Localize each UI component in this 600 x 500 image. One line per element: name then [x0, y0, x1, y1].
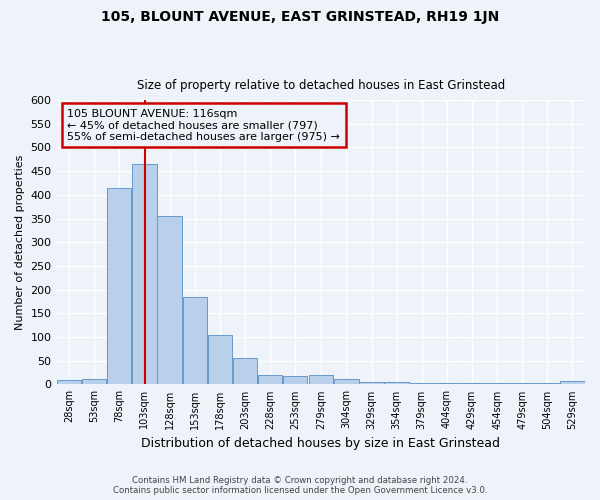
- Bar: [334, 378, 359, 384]
- Y-axis label: Number of detached properties: Number of detached properties: [15, 154, 25, 330]
- Bar: [258, 375, 282, 384]
- Bar: [309, 375, 334, 384]
- Bar: [107, 188, 131, 384]
- Bar: [182, 297, 207, 384]
- Bar: [233, 358, 257, 384]
- Bar: [359, 382, 383, 384]
- Bar: [208, 334, 232, 384]
- Bar: [157, 216, 182, 384]
- Bar: [57, 380, 81, 384]
- Title: Size of property relative to detached houses in East Grinstead: Size of property relative to detached ho…: [137, 79, 505, 92]
- Bar: [283, 376, 307, 384]
- Text: 105, BLOUNT AVENUE, EAST GRINSTEAD, RH19 1JN: 105, BLOUNT AVENUE, EAST GRINSTEAD, RH19…: [101, 10, 499, 24]
- Bar: [132, 164, 157, 384]
- Bar: [410, 383, 434, 384]
- Text: Contains HM Land Registry data © Crown copyright and database right 2024.
Contai: Contains HM Land Registry data © Crown c…: [113, 476, 487, 495]
- X-axis label: Distribution of detached houses by size in East Grinstead: Distribution of detached houses by size …: [141, 437, 500, 450]
- Bar: [82, 378, 106, 384]
- Bar: [560, 380, 584, 384]
- Text: 105 BLOUNT AVENUE: 116sqm
← 45% of detached houses are smaller (797)
55% of semi: 105 BLOUNT AVENUE: 116sqm ← 45% of detac…: [67, 108, 340, 142]
- Bar: [385, 382, 409, 384]
